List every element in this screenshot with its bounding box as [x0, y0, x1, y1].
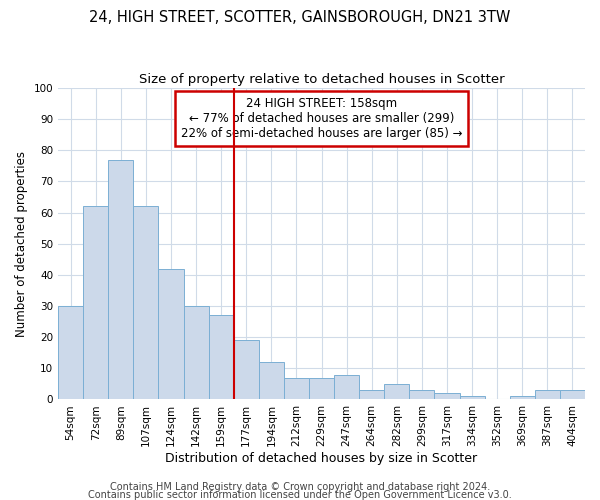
Bar — [58, 306, 83, 400]
Bar — [184, 306, 209, 400]
Bar — [284, 378, 309, 400]
Bar — [510, 396, 535, 400]
X-axis label: Distribution of detached houses by size in Scotter: Distribution of detached houses by size … — [166, 452, 478, 465]
Bar — [259, 362, 284, 400]
Text: 24 HIGH STREET: 158sqm
← 77% of detached houses are smaller (299)
22% of semi-de: 24 HIGH STREET: 158sqm ← 77% of detached… — [181, 98, 462, 140]
Text: 24, HIGH STREET, SCOTTER, GAINSBOROUGH, DN21 3TW: 24, HIGH STREET, SCOTTER, GAINSBOROUGH, … — [89, 10, 511, 25]
Bar — [384, 384, 409, 400]
Bar — [359, 390, 384, 400]
Bar — [133, 206, 158, 400]
Y-axis label: Number of detached properties: Number of detached properties — [15, 151, 28, 337]
Bar — [158, 268, 184, 400]
Bar — [434, 393, 460, 400]
Bar — [209, 316, 233, 400]
Bar — [233, 340, 259, 400]
Text: Contains HM Land Registry data © Crown copyright and database right 2024.: Contains HM Land Registry data © Crown c… — [110, 482, 490, 492]
Bar — [83, 206, 108, 400]
Bar — [309, 378, 334, 400]
Bar — [560, 390, 585, 400]
Bar — [409, 390, 434, 400]
Bar — [535, 390, 560, 400]
Text: Contains public sector information licensed under the Open Government Licence v3: Contains public sector information licen… — [88, 490, 512, 500]
Title: Size of property relative to detached houses in Scotter: Size of property relative to detached ho… — [139, 72, 505, 86]
Bar — [460, 396, 485, 400]
Bar — [108, 160, 133, 400]
Bar — [334, 374, 359, 400]
